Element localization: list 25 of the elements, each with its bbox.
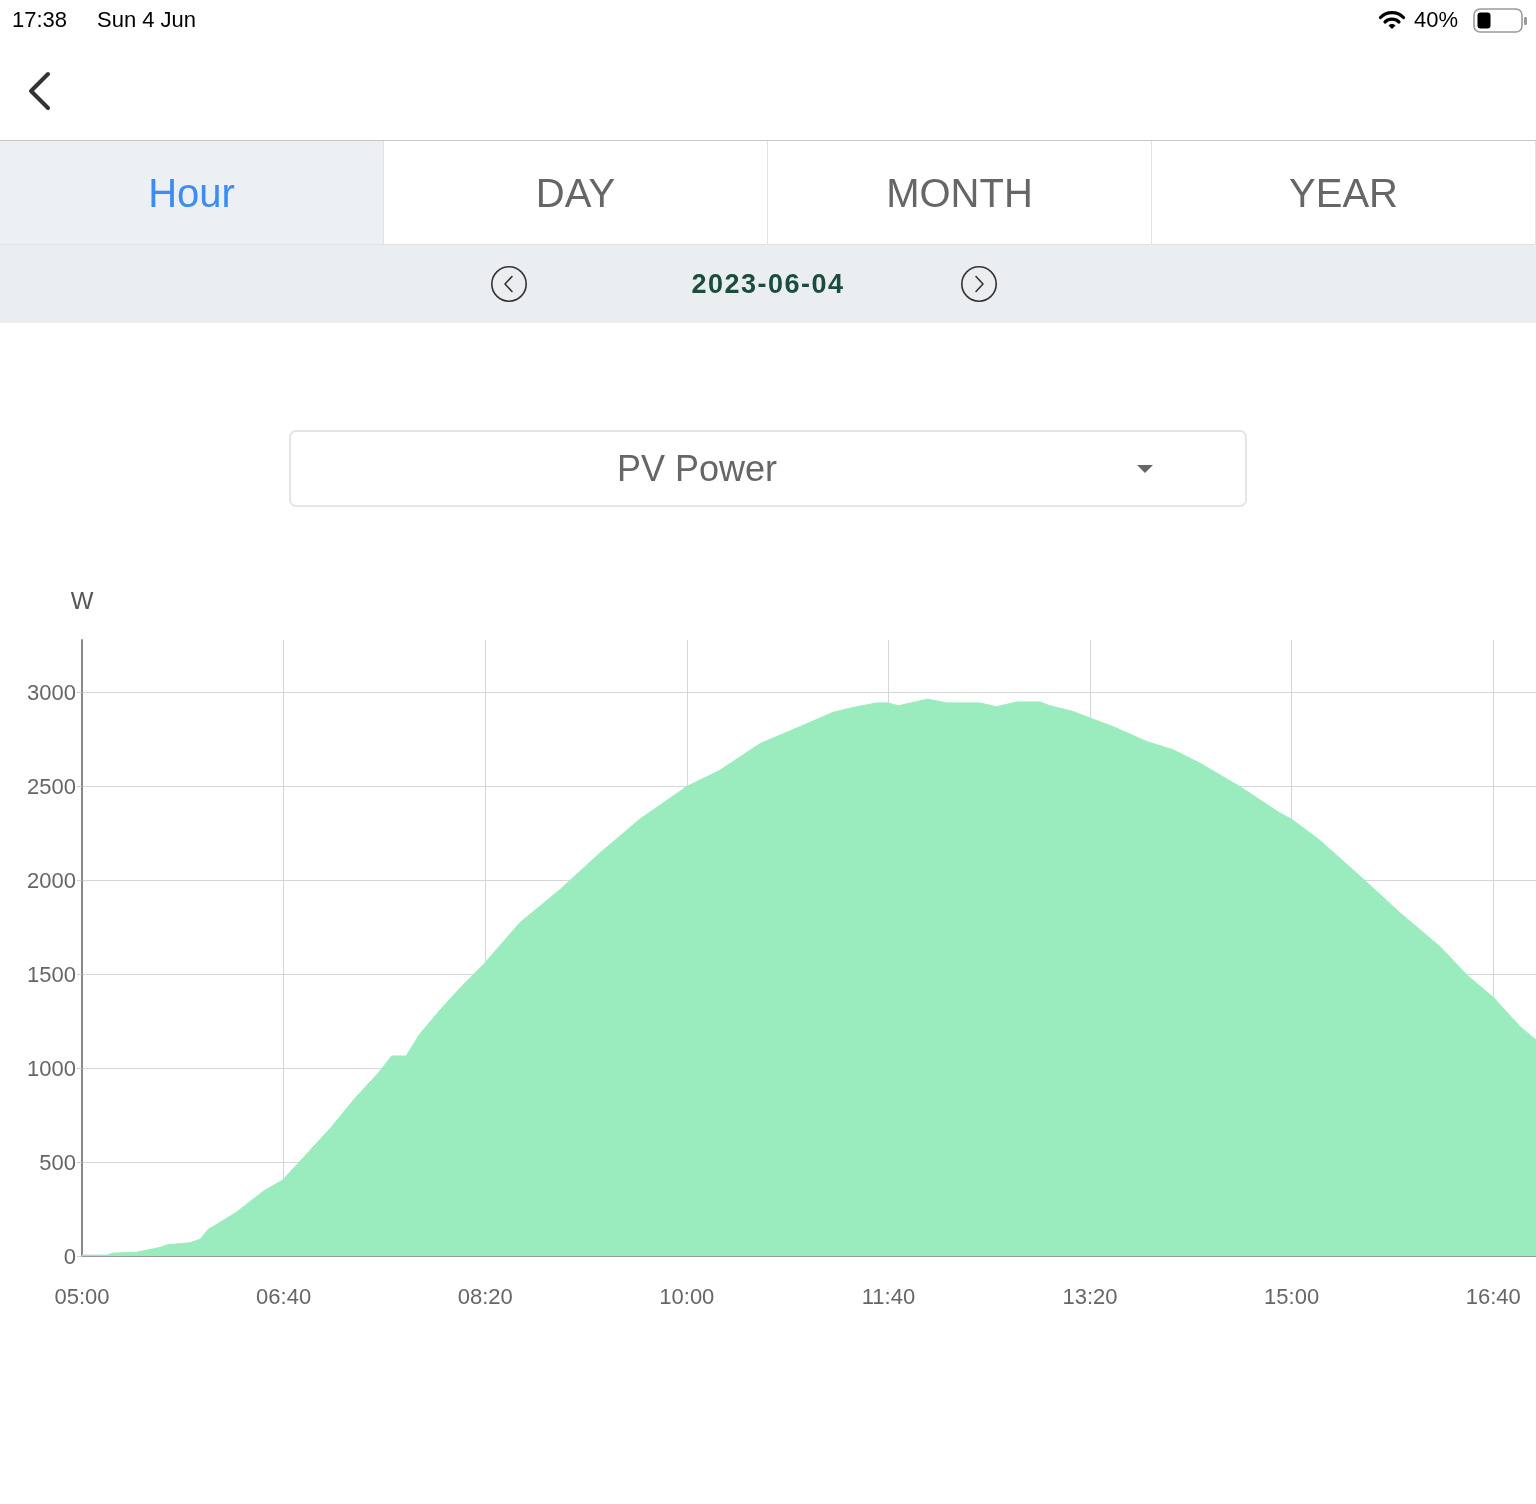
- y-tick-label: 3000: [27, 680, 76, 706]
- y-tick-label: 500: [39, 1149, 76, 1175]
- y-tick-label: 1000: [27, 1055, 76, 1081]
- y-tick-label: 1500: [27, 961, 76, 987]
- x-tick-label: 05:00: [54, 1283, 110, 1309]
- x-tick-label: 11:40: [861, 1283, 916, 1309]
- tab: MONTH: [768, 141, 1152, 245]
- tab: DAY: [384, 141, 768, 245]
- x-tick-label: 13:20: [1062, 1283, 1118, 1309]
- chart-subtitle: 2023-06-04: [691, 269, 845, 300]
- text: Sun 4 Jun: [97, 7, 197, 33]
- x-tick-label: 16:40: [1465, 1283, 1521, 1309]
- chart-title: PV Power: [616, 448, 778, 489]
- x-tick-label: 10:00: [659, 1283, 715, 1309]
- tab: YEAR: [1152, 141, 1536, 245]
- y-axis-title: W: [70, 586, 94, 614]
- y-tick-label: 0: [63, 1243, 76, 1269]
- text: 40%: [1414, 7, 1459, 33]
- x-tick-label: 08:20: [457, 1283, 513, 1309]
- x-tick-label: 15:00: [1264, 1283, 1320, 1309]
- text: 17:38: [12, 7, 68, 33]
- y-tick-label: 2000: [27, 867, 76, 893]
- tab: Hour: [0, 141, 384, 245]
- y-tick-label: 2500: [27, 773, 76, 799]
- x-tick-label: 06:40: [256, 1283, 312, 1309]
